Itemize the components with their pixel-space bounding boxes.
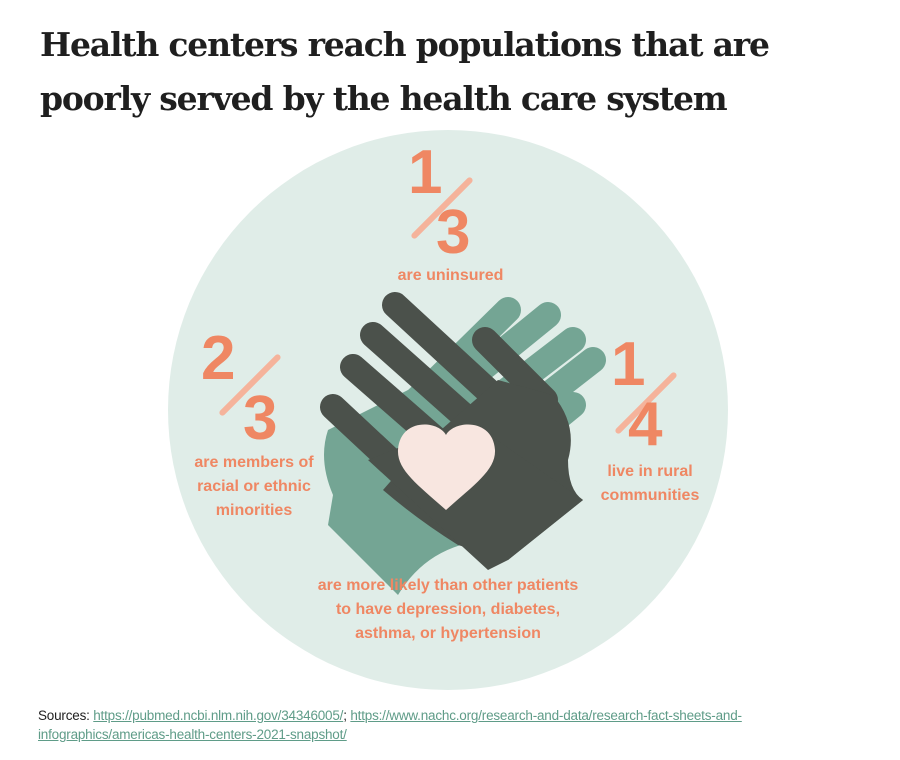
- stat-denominator: 3: [436, 198, 471, 267]
- page-title: Health centers reach populations that ar…: [40, 25, 770, 118]
- infographic: 1 3 are uninsured 2 3 are members of rac…: [168, 130, 728, 690]
- stat-label: are uninsured: [397, 267, 504, 284]
- stat-denominator: 3: [243, 384, 278, 453]
- sources-prefix: Sources:: [38, 708, 90, 723]
- stat-label-line-1: are members of: [194, 454, 314, 471]
- source-link-pubmed[interactable]: https://pubmed.ncbi.nlm.nih.gov/34346005…: [93, 708, 344, 723]
- stat-label-line-2: communities: [600, 487, 700, 504]
- stat-denominator: 4: [628, 390, 663, 459]
- heart-icon: [397, 424, 496, 510]
- stat-label-line-3: minorities: [215, 502, 293, 519]
- stat-numerator: 2: [201, 324, 236, 393]
- stat-label-line-2: racial or ethnic: [197, 478, 311, 495]
- bottom-text-line-1: are more likely than other patients: [317, 577, 579, 594]
- hands-with-heart-icon: [320, 292, 606, 595]
- sources: Sources: https://pubmed.ncbi.nlm.nih.gov…: [38, 706, 838, 744]
- stat-label-line-1: live in rural: [607, 463, 693, 480]
- source-link-nachc[interactable]: https://www.nachc.org/research-and-data/…: [38, 708, 742, 742]
- bottom-text-line-2: to have depression, diabetes,: [335, 601, 561, 618]
- sources-separator: ;: [343, 708, 347, 723]
- bottom-text-line-3: asthma, or hypertension: [355, 625, 541, 642]
- stat-numerator: 1: [611, 330, 646, 399]
- stat-numerator: 1: [408, 138, 443, 207]
